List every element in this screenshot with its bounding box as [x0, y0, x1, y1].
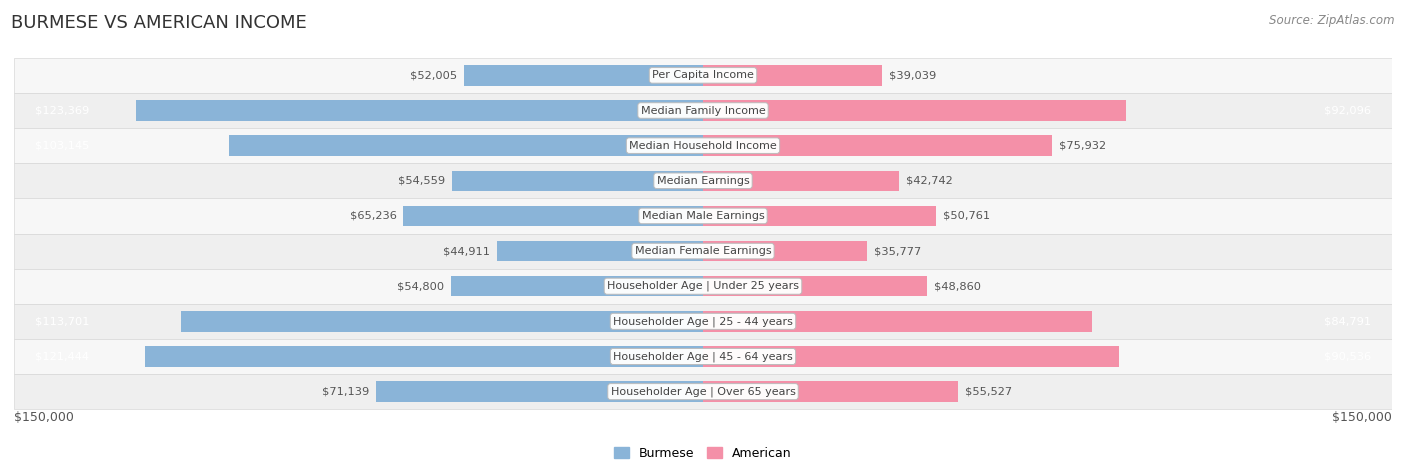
Text: $75,932: $75,932: [1059, 141, 1105, 151]
Text: $54,559: $54,559: [398, 176, 446, 186]
Bar: [404, 206, 703, 226]
Bar: [14, 128, 1392, 163]
Text: $44,911: $44,911: [443, 246, 489, 256]
Text: $65,236: $65,236: [350, 211, 396, 221]
Bar: [703, 100, 1126, 120]
Text: Per Capita Income: Per Capita Income: [652, 71, 754, 80]
Text: BURMESE VS AMERICAN INCOME: BURMESE VS AMERICAN INCOME: [11, 14, 307, 32]
Bar: [451, 276, 703, 297]
Text: $35,777: $35,777: [875, 246, 921, 256]
Bar: [14, 58, 1392, 93]
Bar: [14, 304, 1392, 339]
Bar: [14, 234, 1392, 269]
Bar: [145, 347, 703, 367]
Text: $52,005: $52,005: [411, 71, 457, 80]
Bar: [14, 269, 1392, 304]
Bar: [703, 170, 900, 191]
Bar: [703, 206, 936, 226]
Text: $50,761: $50,761: [943, 211, 990, 221]
Text: $39,039: $39,039: [889, 71, 936, 80]
Text: Median Male Earnings: Median Male Earnings: [641, 211, 765, 221]
Text: $123,369: $123,369: [35, 106, 89, 115]
Text: Householder Age | Over 65 years: Householder Age | Over 65 years: [610, 386, 796, 397]
Text: $150,000: $150,000: [14, 410, 75, 424]
Text: $121,444: $121,444: [35, 352, 89, 361]
Text: Source: ZipAtlas.com: Source: ZipAtlas.com: [1270, 14, 1395, 27]
Bar: [181, 311, 703, 332]
Text: Median Family Income: Median Family Income: [641, 106, 765, 115]
Text: $42,742: $42,742: [907, 176, 953, 186]
Text: Householder Age | Under 25 years: Householder Age | Under 25 years: [607, 281, 799, 291]
Bar: [703, 135, 1052, 156]
Text: Householder Age | 45 - 64 years: Householder Age | 45 - 64 years: [613, 351, 793, 362]
Bar: [14, 198, 1392, 234]
Bar: [496, 241, 703, 261]
Text: Median Female Earnings: Median Female Earnings: [634, 246, 772, 256]
Bar: [703, 276, 928, 297]
Bar: [703, 241, 868, 261]
Text: $54,800: $54,800: [398, 281, 444, 291]
Text: Median Household Income: Median Household Income: [628, 141, 778, 151]
Text: $84,791: $84,791: [1324, 316, 1371, 326]
Text: $103,145: $103,145: [35, 141, 89, 151]
Bar: [229, 135, 703, 156]
Text: Householder Age | 25 - 44 years: Householder Age | 25 - 44 years: [613, 316, 793, 326]
Text: $71,139: $71,139: [322, 387, 370, 396]
Text: Median Earnings: Median Earnings: [657, 176, 749, 186]
Bar: [14, 339, 1392, 374]
Text: $150,000: $150,000: [1331, 410, 1392, 424]
Text: $113,701: $113,701: [35, 316, 89, 326]
Bar: [377, 382, 703, 402]
Bar: [703, 65, 883, 85]
Text: $90,536: $90,536: [1324, 352, 1371, 361]
Bar: [703, 311, 1092, 332]
Text: $55,527: $55,527: [965, 387, 1012, 396]
Text: $48,860: $48,860: [935, 281, 981, 291]
Bar: [136, 100, 703, 120]
Bar: [14, 93, 1392, 128]
Bar: [14, 163, 1392, 198]
Text: $92,096: $92,096: [1324, 106, 1371, 115]
Bar: [464, 65, 703, 85]
Bar: [703, 347, 1119, 367]
Legend: Burmese, American: Burmese, American: [614, 447, 792, 460]
Bar: [453, 170, 703, 191]
Bar: [703, 382, 957, 402]
Bar: [14, 374, 1392, 409]
